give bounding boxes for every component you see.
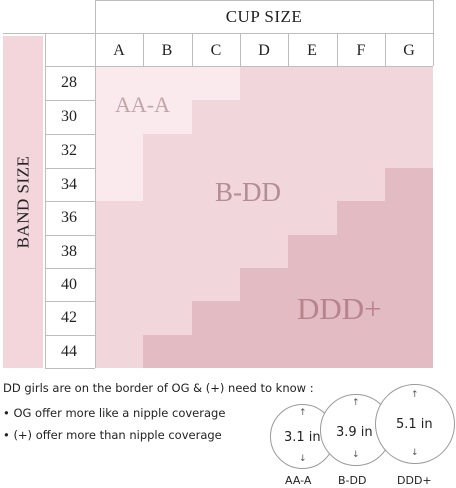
coverage-caption-b-dd: B-DD bbox=[338, 474, 367, 487]
zone-ddd-fill bbox=[288, 235, 337, 368]
zone-ddd-fill bbox=[192, 301, 240, 368]
band-label-40: 40 bbox=[61, 276, 77, 293]
arrow-up-icon: ↑ bbox=[411, 390, 419, 400]
zone-aa-a-fill bbox=[95, 66, 240, 100]
cup-header-b: B bbox=[161, 41, 173, 59]
coverage-measure-aa-a: 3.1 in bbox=[284, 430, 321, 445]
band-label-28: 28 bbox=[61, 74, 77, 91]
zone-ddd-fill bbox=[143, 335, 192, 368]
coverage-measure-ddd: 5.1 in bbox=[396, 417, 433, 432]
coverage-circle-ddd bbox=[375, 384, 455, 464]
band-label-34: 34 bbox=[61, 176, 77, 193]
band-label-42: 42 bbox=[61, 309, 77, 326]
notes-heading: DD girls are on the border of OG & (+) n… bbox=[3, 381, 314, 395]
note-item-og: • OG offer more like a nipple coverage bbox=[3, 406, 226, 420]
arrow-down-icon: ↓ bbox=[352, 450, 360, 460]
cup-header-f: F bbox=[356, 41, 366, 59]
zone-label-ddd: DDD+ bbox=[297, 291, 382, 326]
zone-ddd-fill bbox=[240, 268, 288, 368]
cup-header-c: C bbox=[210, 41, 222, 59]
cup-header-e: E bbox=[307, 41, 317, 59]
cup-header-g: G bbox=[403, 41, 415, 59]
zone-ddd-fill bbox=[337, 201, 385, 368]
zone-aa-a-fill bbox=[95, 100, 192, 134]
band-label-30: 30 bbox=[61, 108, 77, 125]
arrow-up-icon: ↑ bbox=[352, 398, 360, 408]
band-size-title: BAND SIZE bbox=[13, 155, 32, 249]
cup-header-d: D bbox=[258, 41, 270, 59]
band-label-36: 36 bbox=[61, 209, 77, 226]
cup-header-a: A bbox=[113, 41, 125, 59]
note-item-plus: • (+) offer more than nipple coverage bbox=[3, 428, 222, 442]
cup-size-title: CUP SIZE bbox=[225, 6, 303, 26]
coverage-measure-b-dd: 3.9 in bbox=[336, 425, 373, 440]
band-label-32: 32 bbox=[61, 142, 77, 159]
arrow-down-icon: ↓ bbox=[299, 454, 307, 464]
zone-label-b-dd: B-DD bbox=[215, 177, 281, 207]
zone-ddd-fill bbox=[385, 168, 433, 368]
band-size-title-cell: BAND SIZE bbox=[3, 36, 43, 368]
band-label-38: 38 bbox=[61, 243, 77, 260]
arrow-down-icon: ↓ bbox=[411, 448, 419, 458]
arrow-up-icon: ↑ bbox=[299, 408, 307, 418]
coverage-caption-aa-a: AA-A bbox=[285, 474, 312, 487]
coverage-caption-ddd: DDD+ bbox=[397, 474, 432, 487]
band-label-44: 44 bbox=[61, 343, 77, 360]
zone-aa-a-fill bbox=[95, 134, 143, 201]
zone-label-aa-a: AA-A bbox=[115, 92, 170, 117]
